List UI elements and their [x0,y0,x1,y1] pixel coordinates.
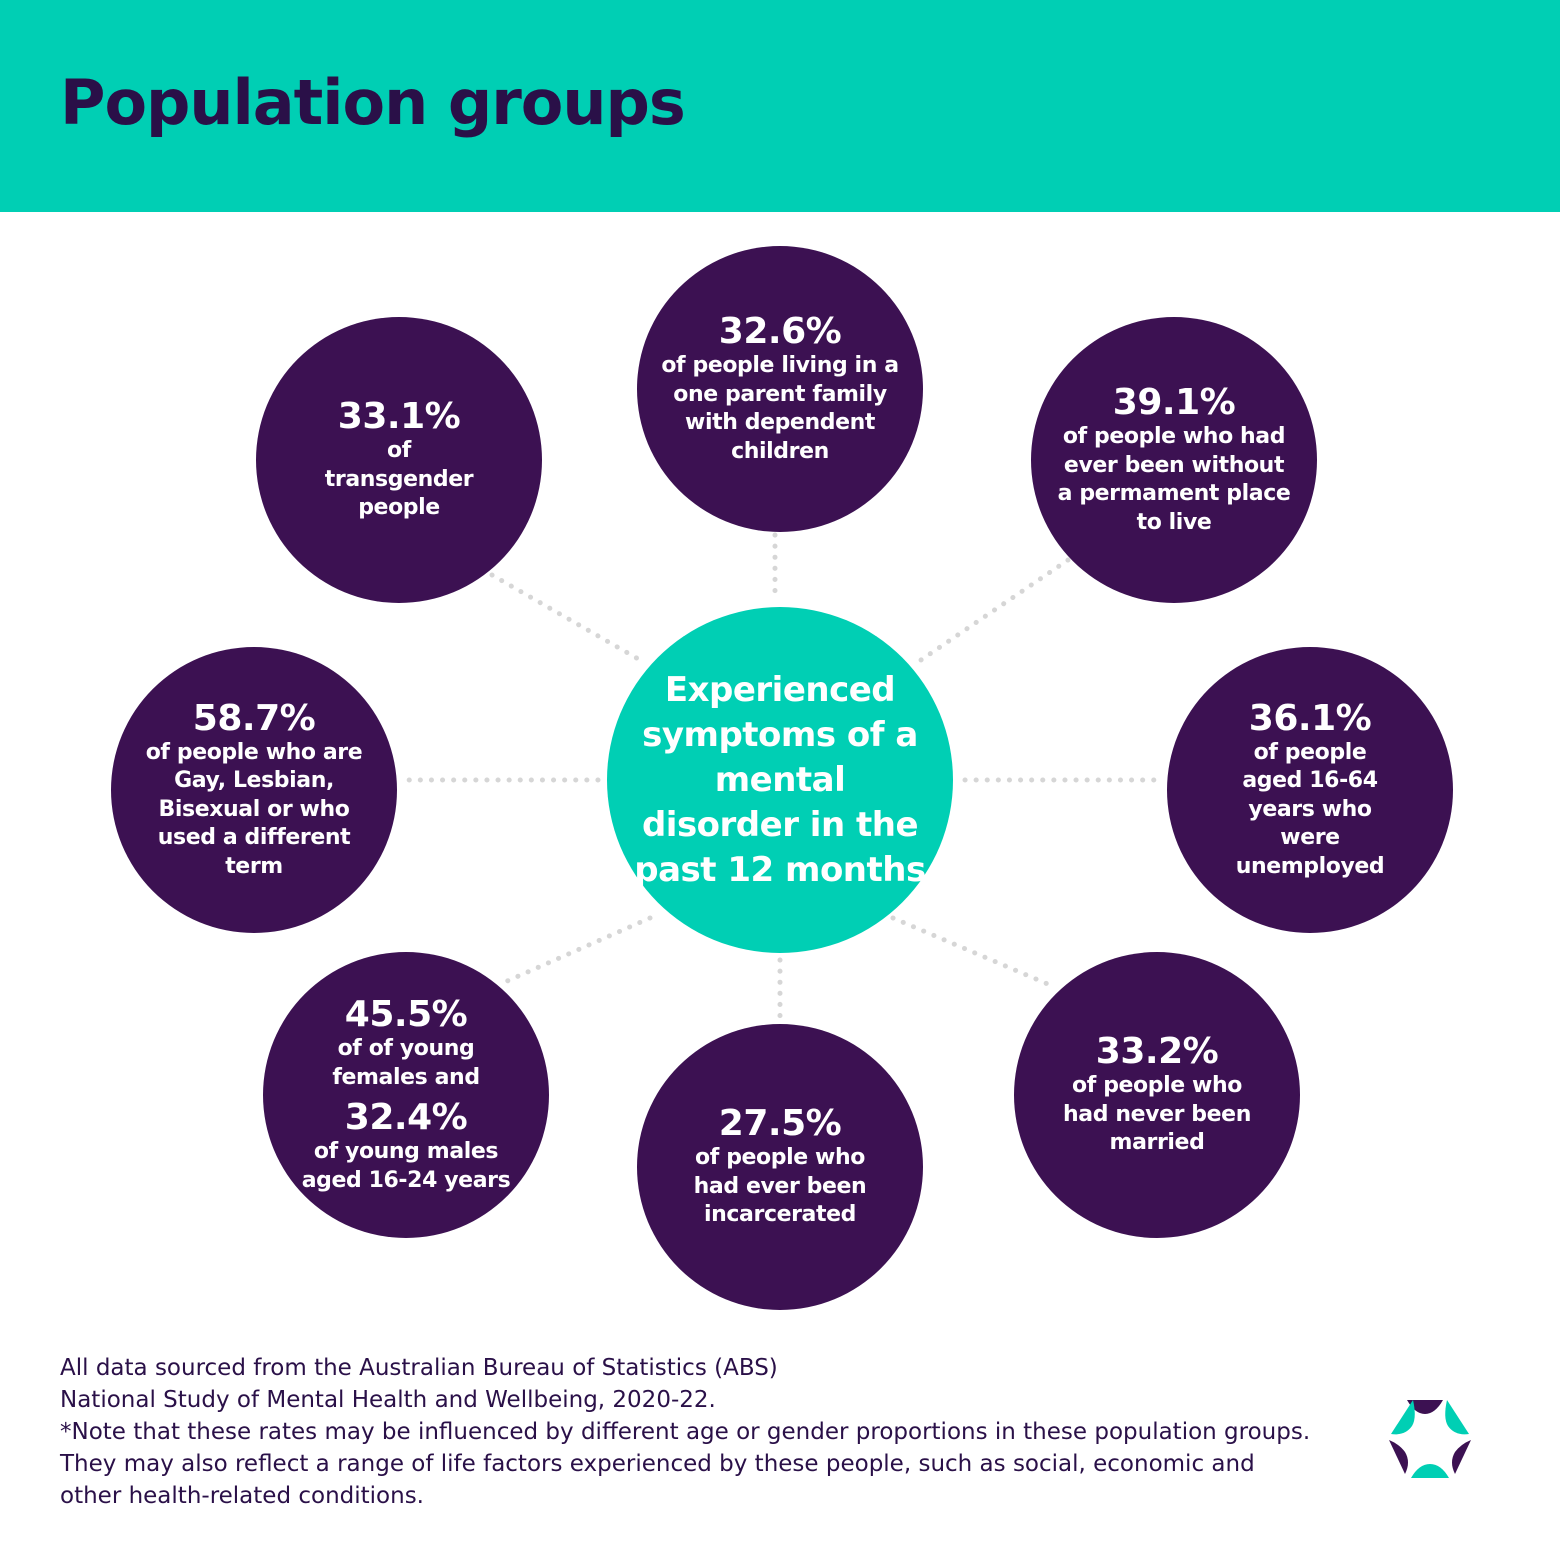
stat-value: 58.7% [193,699,315,739]
stat-value: 36.1% [1249,699,1371,739]
connector-transgender [492,575,640,660]
bubble-one-parent: 32.6% of people living in a one parent f… [637,246,923,532]
stat-description: of people who had ever been without a pe… [1055,423,1293,537]
stat-value: 27.5% [719,1104,841,1144]
center-topic-text: Experienced symptoms of a mental disorde… [633,668,927,893]
organisation-logo-icon [1385,1398,1475,1480]
stat-value: 33.1% [338,397,460,437]
bubble-unemployed: 36.1% of people aged 16-64 years who wer… [1167,647,1453,933]
bubble-incarcerated: 27.5% of people who had ever been incarc… [637,1024,923,1310]
center-topic-circle: Experienced symptoms of a mental disorde… [607,607,953,953]
source-line-1: All data sourced from the Australian Bur… [60,1352,1320,1384]
stat-description: of people aged 16-64 years who were unem… [1191,739,1429,882]
stat-description: of people living in a one parent family … [661,352,899,466]
stat-value-secondary: 32.4% [345,1098,467,1138]
bubble-never-married: 33.2% of people who had never been marri… [1014,952,1300,1238]
connector-never-married [893,918,1050,985]
stat-description: of transgender people [280,437,518,523]
stat-description: of people who are Gay, Lesbian, Bisexual… [135,739,373,882]
stat-description: of people who had ever been incarcerated [661,1144,899,1230]
footer-notes: All data sourced from the Australian Bur… [60,1352,1320,1512]
footnote: *Note that these rates may be influenced… [60,1416,1320,1512]
bubble-homeless: 39.1% of people who had ever been withou… [1031,317,1317,603]
stat-description: of of young females and [287,1035,525,1092]
bubble-young: 45.5% of of young females and 32.4% of y… [263,952,549,1238]
stat-description: of people who had never been married [1038,1072,1276,1158]
stat-value: 45.5% [345,995,467,1035]
stat-description-secondary: of young males aged 16-24 years [287,1138,525,1195]
bubble-transgender: 33.1% of transgender people [256,317,542,603]
connector-young [505,918,650,982]
stat-value: 32.6% [719,312,841,352]
source-line-2: National Study of Mental Health and Well… [60,1384,1320,1416]
bubble-lgb: 58.7% of people who are Gay, Lesbian, Bi… [111,647,397,933]
stat-value: 33.2% [1096,1032,1218,1072]
connector-homeless [918,560,1068,662]
stat-value: 39.1% [1113,383,1235,423]
